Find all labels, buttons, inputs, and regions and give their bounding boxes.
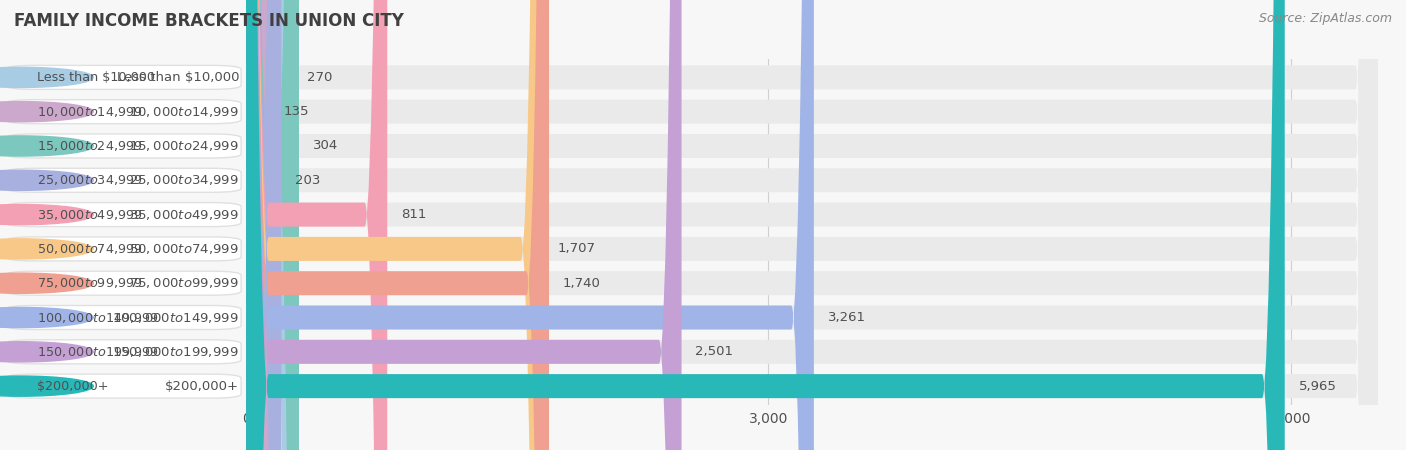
Text: $50,000 to $74,999: $50,000 to $74,999 [37,242,142,256]
FancyBboxPatch shape [246,0,1378,450]
FancyBboxPatch shape [246,0,1378,450]
Text: $75,000 to $99,999: $75,000 to $99,999 [129,276,239,290]
Text: $50,000 to $74,999: $50,000 to $74,999 [129,242,239,256]
Text: $200,000+: $200,000+ [165,380,239,393]
Circle shape [0,170,93,190]
Text: $150,000 to $199,999: $150,000 to $199,999 [37,345,159,359]
Text: $15,000 to $24,999: $15,000 to $24,999 [37,139,142,153]
Text: 135: 135 [284,105,309,118]
Text: Source: ZipAtlas.com: Source: ZipAtlas.com [1258,12,1392,25]
Text: FAMILY INCOME BRACKETS IN UNION CITY: FAMILY INCOME BRACKETS IN UNION CITY [14,12,404,30]
Text: $100,000 to $149,999: $100,000 to $149,999 [112,310,239,324]
Text: 1,707: 1,707 [557,243,595,256]
FancyBboxPatch shape [4,271,242,295]
Text: $10,000 to $14,999: $10,000 to $14,999 [129,105,239,119]
FancyBboxPatch shape [4,237,242,261]
Text: $200,000+: $200,000+ [37,380,108,393]
Text: $10,000 to $14,999: $10,000 to $14,999 [37,105,142,119]
FancyBboxPatch shape [4,99,242,124]
Text: 203: 203 [295,174,321,187]
FancyBboxPatch shape [246,0,281,450]
Circle shape [0,307,93,328]
FancyBboxPatch shape [246,0,1378,450]
Circle shape [0,273,93,293]
Text: Less than $10,000: Less than $10,000 [117,71,239,84]
FancyBboxPatch shape [246,0,292,450]
FancyBboxPatch shape [246,0,1285,450]
Text: $100,000 to $149,999: $100,000 to $149,999 [37,310,159,324]
Text: $150,000 to $199,999: $150,000 to $199,999 [112,345,239,359]
Text: 2,501: 2,501 [696,345,734,358]
Text: 270: 270 [307,71,332,84]
FancyBboxPatch shape [246,0,1378,450]
Circle shape [0,68,93,87]
Text: $35,000 to $49,999: $35,000 to $49,999 [37,207,142,221]
Circle shape [0,376,93,396]
Text: $25,000 to $34,999: $25,000 to $34,999 [129,173,239,187]
Text: $15,000 to $24,999: $15,000 to $24,999 [129,139,239,153]
FancyBboxPatch shape [246,0,682,450]
Text: $35,000 to $49,999: $35,000 to $49,999 [129,207,239,221]
FancyBboxPatch shape [246,0,299,450]
Text: 3,261: 3,261 [828,311,866,324]
Text: 304: 304 [314,140,339,153]
FancyBboxPatch shape [246,0,814,450]
FancyBboxPatch shape [246,0,387,450]
FancyBboxPatch shape [4,202,242,227]
FancyBboxPatch shape [246,0,1378,450]
FancyBboxPatch shape [4,374,242,398]
FancyBboxPatch shape [4,306,242,329]
Circle shape [0,204,93,225]
FancyBboxPatch shape [246,0,548,450]
FancyBboxPatch shape [4,134,242,158]
FancyBboxPatch shape [4,65,242,90]
FancyBboxPatch shape [246,0,1378,450]
Text: $25,000 to $34,999: $25,000 to $34,999 [37,173,142,187]
FancyBboxPatch shape [4,168,242,192]
FancyBboxPatch shape [246,0,1378,450]
FancyBboxPatch shape [4,340,242,364]
Circle shape [0,136,93,156]
Circle shape [0,239,93,259]
Text: 5,965: 5,965 [1299,380,1337,393]
FancyBboxPatch shape [246,0,1378,450]
Text: Less than $10,000: Less than $10,000 [37,71,155,84]
FancyBboxPatch shape [246,0,543,450]
Text: 1,740: 1,740 [562,277,600,290]
Circle shape [0,342,93,362]
FancyBboxPatch shape [246,0,270,450]
Circle shape [0,102,93,122]
Text: 811: 811 [401,208,426,221]
FancyBboxPatch shape [246,0,1378,450]
FancyBboxPatch shape [246,0,1378,450]
Text: $75,000 to $99,999: $75,000 to $99,999 [37,276,142,290]
